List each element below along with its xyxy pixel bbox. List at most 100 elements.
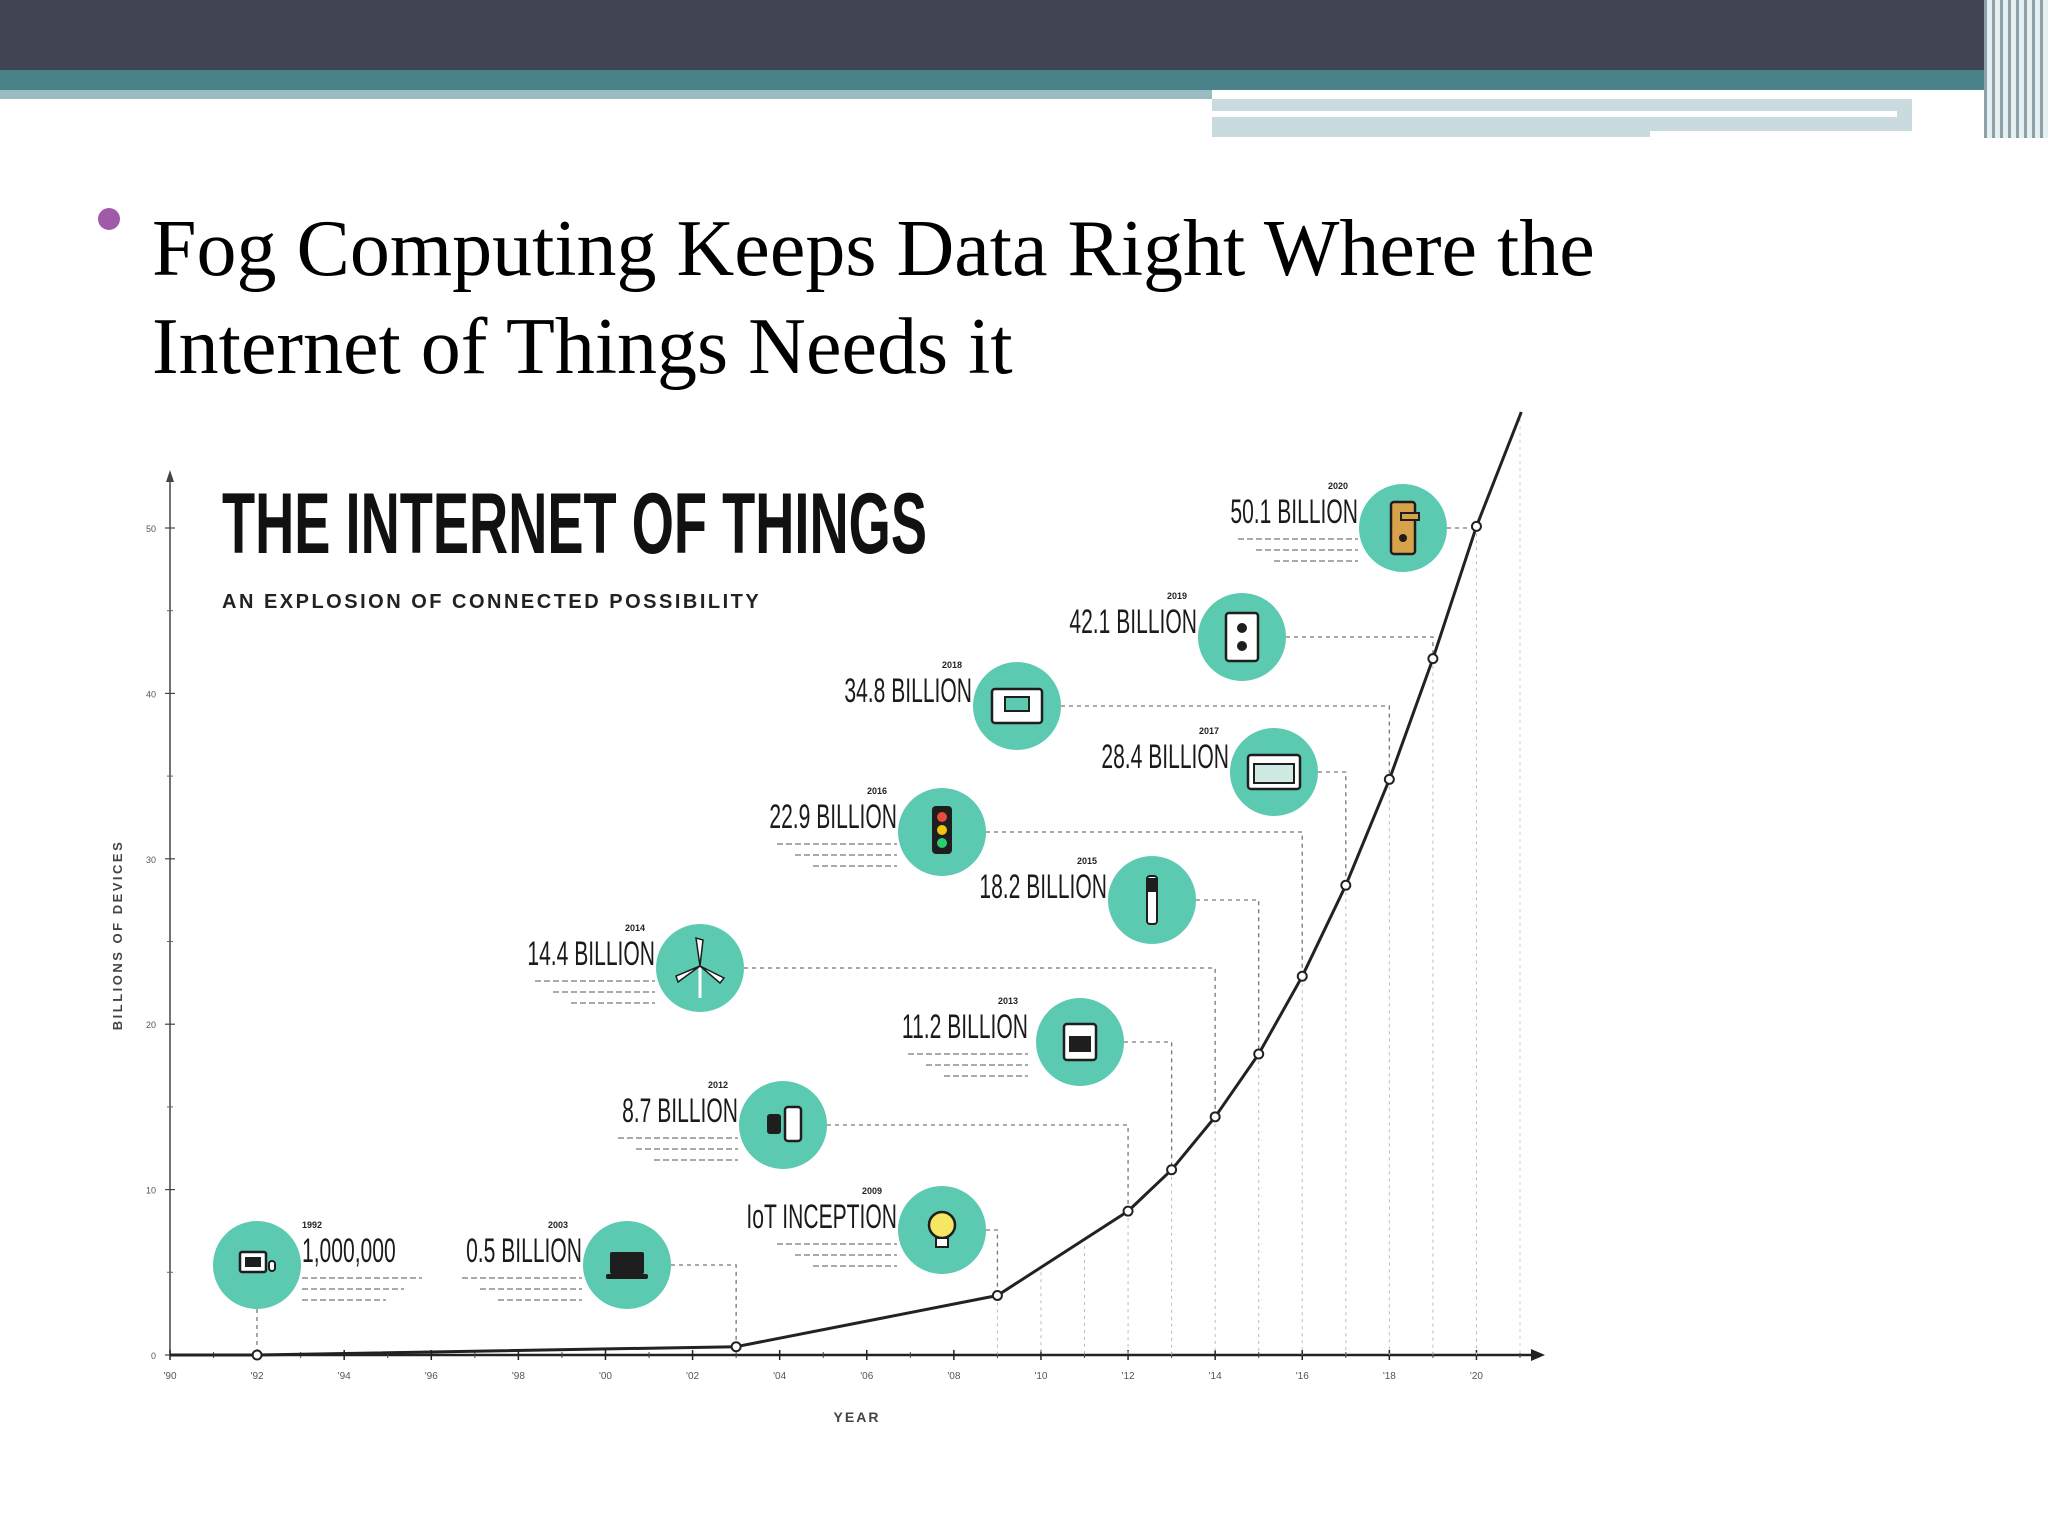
toothbrush-icon xyxy=(1146,875,1158,925)
x-tick-label: '14 xyxy=(1209,1371,1222,1382)
icon-part xyxy=(1224,611,1260,663)
laptop-icon xyxy=(606,1252,648,1279)
y-tick-label: 50 xyxy=(146,524,156,534)
data-point xyxy=(730,1341,742,1353)
icon-part xyxy=(268,1260,276,1272)
slide-title: Fog Computing Keeps Data Right Where the… xyxy=(152,200,1912,396)
series-line xyxy=(170,411,1523,1361)
icon-part xyxy=(1148,878,1156,892)
annotation-value: 11.2 BILLION xyxy=(902,1007,1028,1045)
annotation-year: 1992 xyxy=(302,1220,322,1230)
desktop-computer-icon xyxy=(238,1250,276,1274)
icon-part xyxy=(1400,512,1420,521)
bullet-dot xyxy=(98,208,120,230)
wind-turbine-icon xyxy=(675,936,726,998)
annotation-value: 0.5 BILLION xyxy=(466,1231,582,1269)
leader-line xyxy=(1061,705,1390,780)
annotation-year: 2012 xyxy=(708,1080,728,1090)
data-point xyxy=(1383,773,1395,785)
annotation-value: 50.1 BILLION xyxy=(1230,492,1358,530)
data-point xyxy=(1253,1048,1265,1060)
x-tick-label: '02 xyxy=(686,1371,699,1382)
x-tick-label: '18 xyxy=(1383,1371,1396,1382)
data-point xyxy=(1296,970,1308,982)
x-axis-arrow xyxy=(1531,1349,1545,1361)
annotation-value: 28.4 BILLION xyxy=(1101,737,1229,775)
x-tick-label: '96 xyxy=(425,1371,438,1382)
slide-decor-strip xyxy=(1212,99,1912,137)
badge-circle xyxy=(739,1081,827,1169)
icon-part xyxy=(783,1105,803,1143)
data-point xyxy=(1209,1111,1221,1123)
smartwatch-phone-icon xyxy=(767,1105,803,1143)
leader-line xyxy=(1286,636,1434,659)
annotation-value: 14.4 BILLION xyxy=(527,934,655,972)
annotation-year: 2003 xyxy=(548,1220,568,1230)
x-tick-label: '90 xyxy=(163,1371,176,1382)
annotation-year: 2018 xyxy=(942,660,962,670)
icon-part xyxy=(606,1274,648,1279)
icon-part xyxy=(245,1257,261,1267)
thermostat-icon xyxy=(990,687,1044,725)
annotation-year: 2009 xyxy=(862,1186,882,1196)
data-point xyxy=(1427,653,1439,665)
icon-part xyxy=(937,812,947,822)
annotation-value: 22.9 BILLION xyxy=(769,797,897,835)
chart-subtitle: AN EXPLOSION OF CONNECTED POSSIBILITY xyxy=(222,591,761,613)
icon-part xyxy=(1004,696,1030,712)
icon-part xyxy=(767,1114,781,1134)
icon-part xyxy=(1069,1036,1091,1052)
chart-title: THE INTERNET OF THINGS xyxy=(222,476,927,572)
annotation-year: 2014 xyxy=(625,923,645,933)
y-tick-label: 30 xyxy=(146,855,156,865)
leader-line xyxy=(986,831,1303,977)
x-tick-label: '04 xyxy=(773,1371,786,1382)
leader-lines xyxy=(256,526,1478,1355)
annotation-value: 18.2 BILLION xyxy=(979,867,1107,905)
y-tick-label: 20 xyxy=(146,1020,156,1030)
annotation-year: 2016 xyxy=(867,786,887,796)
x-tick-label: '00 xyxy=(599,1371,612,1382)
power-outlet-icon xyxy=(1224,611,1260,663)
annotation-value: 8.7 BILLION xyxy=(622,1091,738,1129)
y-axis-arrow xyxy=(166,470,174,482)
data-point xyxy=(1470,520,1482,532)
icon-part xyxy=(937,825,947,835)
data-point xyxy=(251,1349,263,1361)
annotation-year: 2019 xyxy=(1167,591,1187,601)
y-axis-label: BILLIONS OF DEVICES xyxy=(110,840,125,1031)
y-tick-label: 10 xyxy=(146,1186,156,1196)
icon-part xyxy=(935,1237,949,1248)
slide-accent-bar xyxy=(0,70,2048,90)
x-tick-label: '20 xyxy=(1470,1371,1483,1382)
leader-line xyxy=(1447,526,1478,529)
x-tick-label: '16 xyxy=(1296,1371,1309,1382)
x-tick-label: '92 xyxy=(251,1371,264,1382)
leader-line xyxy=(986,1229,999,1296)
traffic-light-icon xyxy=(932,806,952,854)
icon-part xyxy=(1399,534,1407,542)
slide-title-line-2: Internet of Things Needs it xyxy=(152,303,1013,391)
annotation-year: 2017 xyxy=(1199,726,1219,736)
x-axis-label: YEAR xyxy=(834,1409,881,1425)
slide-decor-line xyxy=(1212,111,1897,117)
data-point xyxy=(1166,1164,1178,1176)
x-tick-label: '94 xyxy=(338,1371,351,1382)
icon-part xyxy=(1237,623,1247,633)
oven-icon xyxy=(1246,753,1302,791)
leader-line xyxy=(1318,771,1347,886)
slide-decor-line xyxy=(1650,131,1912,137)
y-tick-label: 40 xyxy=(146,689,156,699)
leader-line xyxy=(744,967,1216,1117)
data-point xyxy=(1122,1205,1134,1217)
x-tick-label: '98 xyxy=(512,1371,525,1382)
